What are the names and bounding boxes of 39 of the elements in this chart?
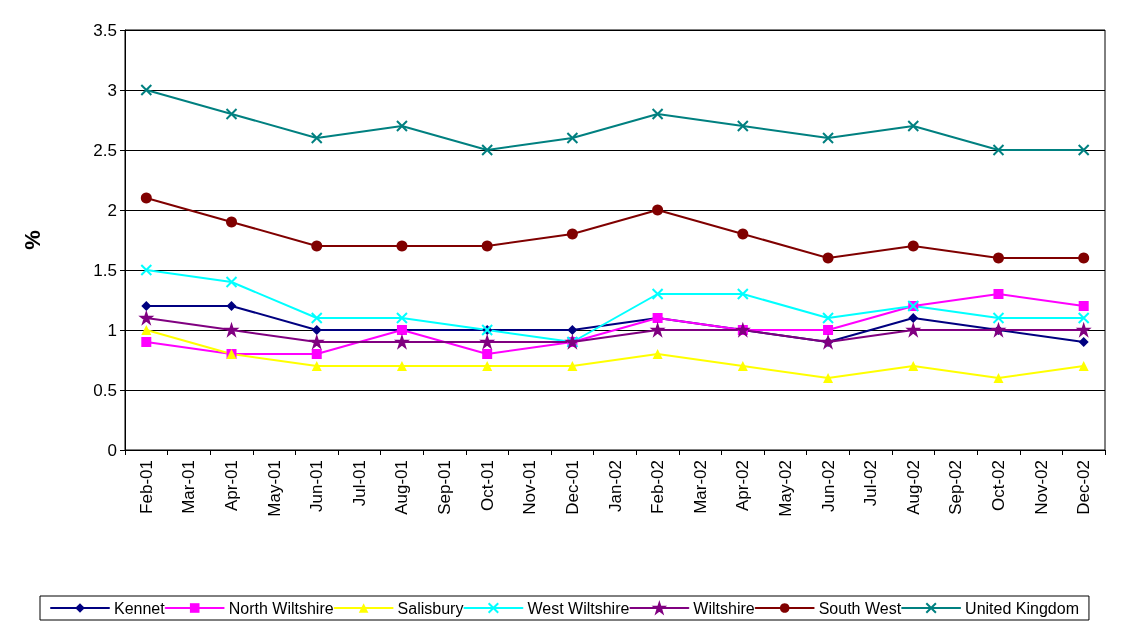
x-tick-label: Jun-02 — [818, 460, 838, 512]
x-tick-label: Jul-02 — [861, 460, 881, 507]
x-tick-label: May-01 — [264, 460, 284, 517]
y-tick-label: 3 — [107, 80, 117, 100]
x-tick-label: Apr-01 — [222, 460, 242, 512]
y-axis-title: % — [19, 230, 45, 250]
y-tick-label: 1.5 — [93, 260, 117, 280]
x-tick-label: Nov-01 — [520, 460, 540, 515]
x-tick-label: Mar-02 — [690, 460, 710, 514]
x-tick-label: Apr-02 — [733, 460, 753, 512]
legend-label: Wiltshire — [693, 599, 755, 617]
x-tick-label: May-02 — [775, 460, 795, 517]
y-tick-label: 2 — [107, 200, 117, 220]
y-tick-label: 3.5 — [93, 20, 117, 40]
x-tick-label: Jan-02 — [605, 460, 625, 512]
x-tick-label: Aug-01 — [392, 460, 412, 515]
x-tick-label: Feb-02 — [648, 460, 668, 514]
y-tick-label: 0 — [107, 440, 117, 460]
legend-label: West Wiltshire — [527, 599, 630, 617]
x-tick-label: Aug-02 — [903, 460, 923, 515]
x-tick-label: Jun-01 — [307, 460, 327, 512]
x-tick-label: Oct-02 — [988, 460, 1008, 512]
x-tick-label: Oct-01 — [477, 460, 497, 512]
y-tick-label: 2.5 — [93, 140, 117, 160]
x-tick-label: Nov-02 — [1031, 460, 1051, 515]
x-tick-label: Sep-01 — [435, 460, 455, 515]
y-tick-label: 0.5 — [93, 380, 117, 400]
legend-label: Kennet — [114, 599, 166, 617]
x-tick-label: Feb-01 — [136, 460, 156, 514]
x-tick-label: Mar-01 — [179, 460, 199, 514]
x-tick-label: Jul-01 — [349, 460, 369, 507]
x-tick-label: Sep-02 — [946, 460, 966, 515]
legend-label: Salisbury — [397, 599, 464, 617]
x-tick-label: Dec-02 — [1074, 460, 1094, 515]
legend-label: North Wiltshire — [228, 599, 334, 617]
legend-label: United Kingdom — [965, 599, 1079, 617]
x-tick-label: Dec-01 — [562, 460, 582, 515]
legend-label: South West — [818, 599, 902, 617]
y-tick-label: 1 — [107, 320, 117, 340]
